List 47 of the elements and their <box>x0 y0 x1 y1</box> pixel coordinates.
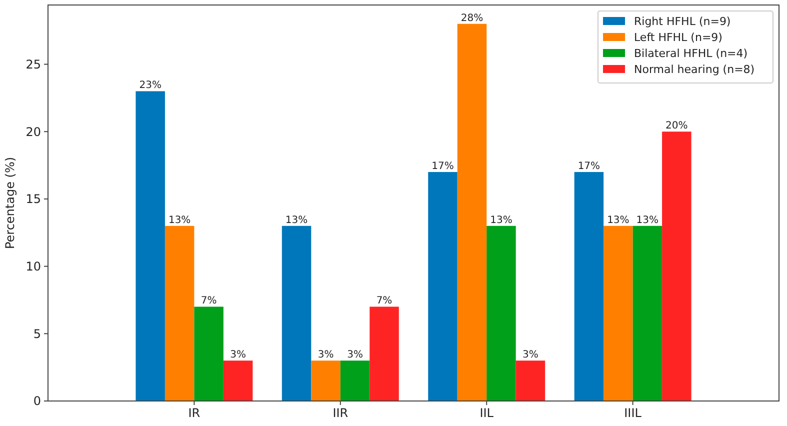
bar <box>486 226 516 401</box>
bar <box>340 360 370 401</box>
y-tick-label: 15 <box>26 192 41 206</box>
data-label: 13% <box>168 214 191 226</box>
bar <box>632 226 662 401</box>
bar <box>370 306 399 401</box>
data-label: 23% <box>139 80 162 92</box>
data-label: 3% <box>347 350 363 361</box>
data-label: 17% <box>432 161 454 172</box>
data-label: 3% <box>318 350 334 361</box>
data-label: 13% <box>636 214 659 226</box>
y-tick-label: 20 <box>26 124 41 139</box>
x-tick-label: IIR <box>332 406 348 420</box>
y-tick-label: 5 <box>33 326 41 341</box>
bar <box>457 24 487 401</box>
bar <box>604 226 633 401</box>
y-axis-title: Percentage (%) <box>3 156 17 250</box>
bar <box>223 360 253 401</box>
data-label: 13% <box>607 214 630 226</box>
legend-label: Right HFHL (n=9) <box>634 14 731 28</box>
data-label: 13% <box>490 214 512 226</box>
bar <box>136 91 165 401</box>
x-tick-label: IR <box>188 406 200 420</box>
bar <box>194 306 224 401</box>
legend-label: Bilateral HFHL (n=4) <box>634 46 748 60</box>
data-label: 13% <box>285 214 308 226</box>
x-tick-label: IIL <box>480 406 494 420</box>
bar <box>428 172 458 401</box>
bar <box>311 360 340 401</box>
legend-label: Left HFHL (n=9) <box>634 30 722 44</box>
legend-label: Normal hearing (n=8) <box>634 62 755 76</box>
data-label: 28% <box>460 12 484 24</box>
x-tick-label: IIIL <box>624 406 642 420</box>
y-tick-label: 25 <box>26 57 41 72</box>
bar <box>282 226 312 401</box>
data-label: 7% <box>200 296 217 307</box>
data-label: 3% <box>230 350 246 361</box>
bar <box>574 172 604 401</box>
bar <box>662 132 692 401</box>
y-tick-label: 0 <box>33 394 41 408</box>
data-label: 7% <box>376 296 392 307</box>
data-label: 3% <box>522 350 538 361</box>
y-tick-label: 10 <box>26 260 41 274</box>
data-label: 20% <box>666 120 688 132</box>
bar <box>164 226 194 401</box>
data-label: 17% <box>578 161 600 172</box>
bar <box>516 360 546 401</box>
